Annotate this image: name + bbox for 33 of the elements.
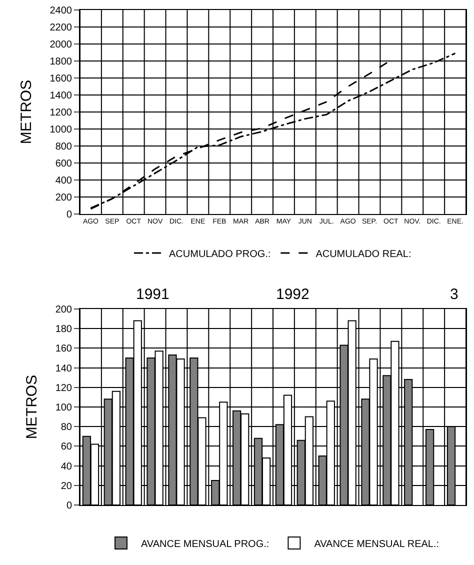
- y-tick-label: 100: [55, 402, 72, 414]
- legend-label: AVANCE MENSUAL PROG.:: [141, 538, 270, 550]
- y-tick-label: 600: [55, 158, 72, 170]
- y-tick-label: 200: [55, 192, 72, 204]
- y-tick-label: 180: [55, 324, 72, 336]
- text: 1992: [276, 286, 310, 303]
- y-tick-label: 160: [55, 344, 72, 355]
- legend-label: ACUMULADO PROG.:: [169, 248, 271, 260]
- y-tick-label: 1200: [50, 108, 72, 118]
- y-tick-label: 2200: [50, 22, 72, 34]
- y-axis-title: METROS: [18, 80, 35, 144]
- y-tick-label: 200: [55, 304, 72, 316]
- y-tick-label: 20: [60, 480, 72, 492]
- text: 3: [450, 286, 458, 303]
- y-tick-label: 1000: [50, 124, 72, 136]
- y-tick-label: 800: [55, 142, 72, 152]
- y-tick-label: 1800: [50, 56, 72, 68]
- text: 1991: [136, 286, 170, 303]
- y-tick-label: 1400: [50, 90, 72, 102]
- y-tick-label: 0: [66, 210, 72, 220]
- y-tick-label: 0: [66, 500, 72, 512]
- y-tick-label: 140: [55, 363, 72, 374]
- y-tick-label: 80: [60, 422, 72, 434]
- legend-label: ACUMULADO REAL:: [316, 248, 412, 260]
- y-tick-label: 120: [55, 382, 72, 394]
- y-tick-label: 1600: [50, 74, 72, 84]
- y-tick-label: 40: [60, 461, 72, 472]
- legend-label: AVANCE MENSUAL REAL.:: [314, 538, 440, 550]
- y-tick-label: 400: [55, 176, 72, 186]
- y-tick-label: 60: [60, 442, 72, 453]
- y-tick-label: 2000: [50, 40, 72, 50]
- y-axis-title: METROS: [24, 374, 41, 440]
- y-tick-label: 2400: [50, 6, 72, 16]
